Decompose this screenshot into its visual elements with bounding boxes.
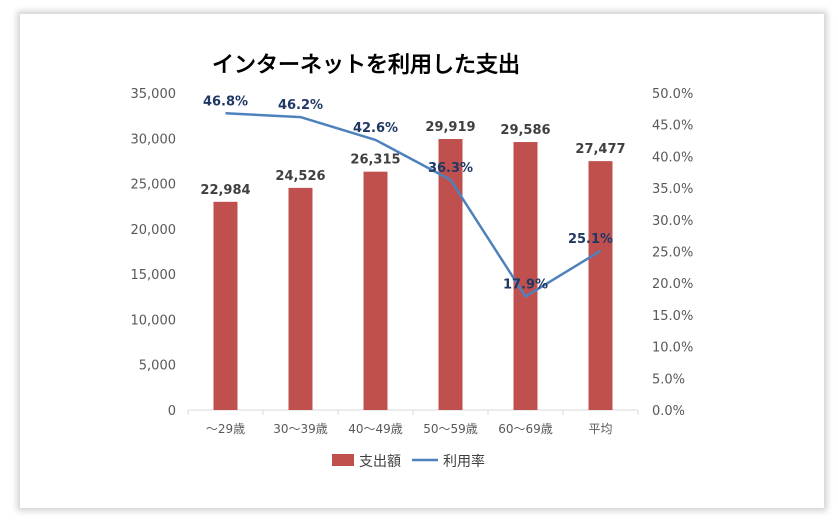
left-tick-label: 35,000: [131, 87, 177, 102]
left-tick-label: 5,000: [139, 359, 176, 374]
left-tick-label: 20,000: [131, 223, 177, 238]
combo-chart: インターネットを利用した支出 0 5,000 10,000 15,000 20,000 2…: [131, 53, 694, 470]
right-tick-label: 20.0%: [652, 277, 693, 292]
chart-card: インターネットを利用した支出 0 5,000 10,000 15,000 20,000 2…: [20, 14, 824, 508]
line-data-label: 25.1%: [568, 232, 613, 247]
legend: 支出額 利用率: [332, 453, 485, 470]
legend-bar-label: 支出額: [359, 454, 401, 470]
right-y-axis: 0.0% 5.0% 10.0% 15.0% 20.0% 25.0% 30.0% 35.0% 40…: [652, 87, 693, 419]
bar: [363, 171, 388, 410]
line-data-label: 17.9%: [503, 278, 548, 293]
x-tick-label: ～29歳: [206, 422, 245, 436]
legend-bar-swatch: [332, 454, 354, 466]
x-tick-label: 30～39歳: [273, 422, 328, 436]
bar-data-label: 22,984: [200, 183, 250, 198]
bar-data-label: 29,586: [500, 123, 550, 138]
bar-data-label: 27,477: [575, 142, 625, 157]
right-tick-label: 25.0%: [652, 246, 693, 261]
right-tick-label: 45.0%: [652, 119, 693, 134]
bar-data-label: 29,919: [425, 120, 475, 135]
right-tick-label: 35.0%: [652, 182, 693, 197]
bar: [213, 201, 238, 410]
left-tick-label: 10,000: [131, 313, 177, 328]
right-tick-label: 15.0%: [652, 309, 693, 324]
x-tick-label: 40～49歳: [348, 422, 403, 436]
right-tick-label: 30.0%: [652, 214, 693, 229]
bar-series: 22,984 24,526 26,315 29,919 29,586 27,477: [200, 120, 626, 410]
line-data-label: 42.6%: [353, 121, 398, 136]
x-tick-label: 50～59歳: [423, 422, 478, 436]
right-tick-label: 40.0%: [652, 150, 693, 165]
left-tick-label: 15,000: [131, 268, 177, 283]
left-tick-label: 30,000: [131, 132, 177, 147]
right-tick-label: 10.0%: [652, 341, 693, 356]
x-axis: ～29歳 30～39歳 40～49歳 50～59歳 60～69歳 平均: [187, 409, 639, 436]
chart-title: インターネットを利用した支出: [212, 53, 520, 78]
legend-line-label: 利用率: [443, 453, 485, 470]
right-tick-label: 0.0%: [652, 404, 685, 419]
bar: [438, 139, 463, 410]
line-data-label: 36.3%: [428, 161, 473, 176]
line-series: 46.8% 46.2% 42.6% 36.3% 17.9% 25.1%: [203, 94, 613, 298]
line-data-label: 46.8%: [203, 94, 248, 109]
right-tick-label: 50.0%: [652, 87, 693, 102]
line-path: [225, 112, 602, 298]
left-tick-label: 0: [168, 404, 176, 419]
left-tick-label: 25,000: [131, 178, 177, 193]
bar: [513, 142, 538, 410]
left-y-axis: 0 5,000 10,000 15,000 20,000 25,000 30,000 35,0…: [131, 87, 177, 419]
bar: [288, 187, 313, 410]
bar-data-label: 26,315: [350, 153, 400, 168]
x-tick-label: 平均: [588, 422, 612, 436]
right-tick-label: 5.0%: [652, 372, 685, 387]
x-tick-label: 60～69歳: [498, 422, 553, 436]
line-data-label: 46.2%: [278, 98, 323, 113]
bar: [588, 161, 613, 410]
bar-data-label: 24,526: [275, 169, 325, 184]
